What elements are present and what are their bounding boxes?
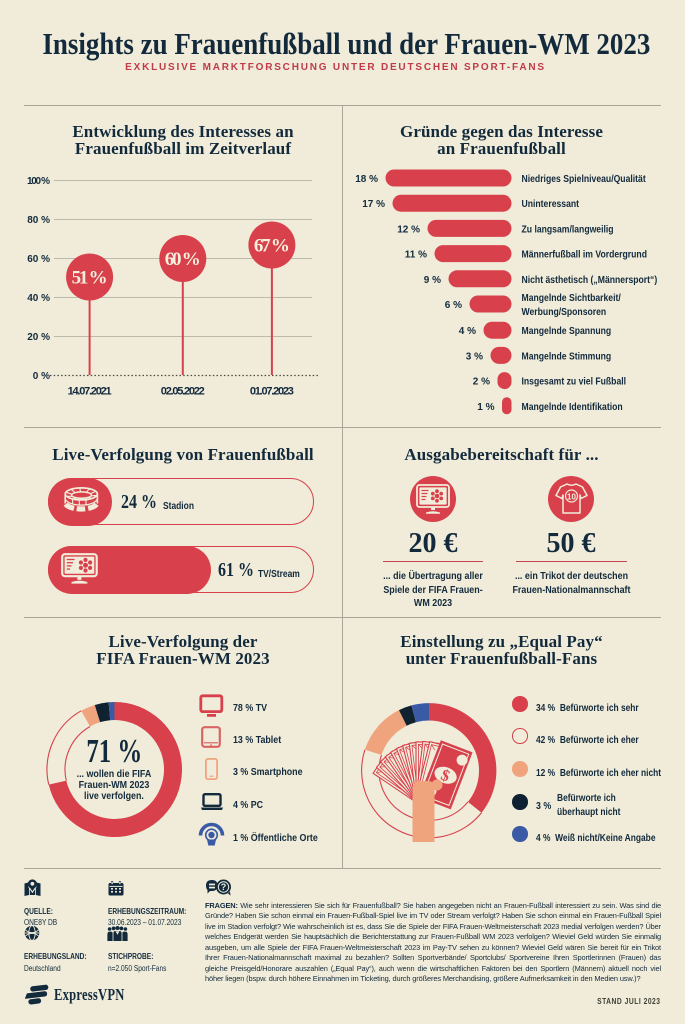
svg-text:11 %: 11 % — [405, 250, 427, 261]
svg-text:Insgesamt zu viel Fußball: Insgesamt zu viel Fußball — [522, 376, 627, 387]
svg-text:Mangelnde Stimmung: Mangelnde Stimmung — [522, 351, 612, 362]
svg-text:Mangelnde Spannung: Mangelnde Spannung — [522, 326, 612, 337]
svg-text:Mangelnde Identifikation: Mangelnde Identifikation — [522, 401, 623, 412]
svg-text:3 %: 3 % — [466, 351, 483, 362]
svg-text:9 %: 9 % — [424, 275, 441, 286]
svg-text:10: 10 — [567, 493, 576, 502]
svg-text:100 %: 100 % — [27, 176, 50, 187]
svg-text:17 %: 17 % — [362, 199, 385, 210]
svg-text:1 %: 1 % — [477, 402, 494, 413]
svg-text:18 %: 18 % — [355, 174, 378, 185]
svg-text:2 %: 2 % — [473, 377, 490, 388]
svg-text:Werbung/Sponsoren: Werbung/Sponsoren — [522, 306, 607, 317]
svg-text:Männerfußball im Vordergrund: Männerfußball im Vordergrund — [522, 249, 648, 260]
svg-text:Zu langsam/langweilig: Zu langsam/langweilig — [522, 224, 614, 235]
svg-text:14.07.2021: 14.07.2021 — [68, 386, 112, 398]
svg-text:60 %: 60 % — [27, 254, 50, 265]
svg-text:?: ? — [221, 882, 227, 892]
svg-text:Uninteressant: Uninteressant — [522, 199, 580, 210]
svg-text:12 %: 12 % — [397, 224, 420, 235]
svg-text:4 %: 4 % — [459, 326, 476, 337]
svg-text:6 %: 6 % — [445, 300, 462, 311]
svg-text:01.07.2023: 01.07.2023 — [250, 386, 294, 398]
svg-text:20 %: 20 % — [27, 332, 50, 343]
svg-text:Niedriges Spielniveau/Qualität: Niedriges Spielniveau/Qualität — [522, 173, 646, 184]
svg-text:67 %: 67 % — [254, 236, 290, 257]
svg-text:40 %: 40 % — [27, 293, 50, 304]
svg-text:51 %: 51 % — [72, 268, 108, 289]
svg-text:02.05.2022: 02.05.2022 — [161, 386, 205, 398]
svg-text:Nicht ästhetisch („Männersport: Nicht ästhetisch („Männersport“) — [522, 274, 658, 285]
svg-text:0 %: 0 % — [33, 371, 50, 382]
svg-text:80 %: 80 % — [27, 215, 50, 226]
svg-text:60 %: 60 % — [165, 249, 201, 270]
svg-text:Mangelnde Sichtbarkeit/: Mangelnde Sichtbarkeit/ — [522, 292, 622, 303]
